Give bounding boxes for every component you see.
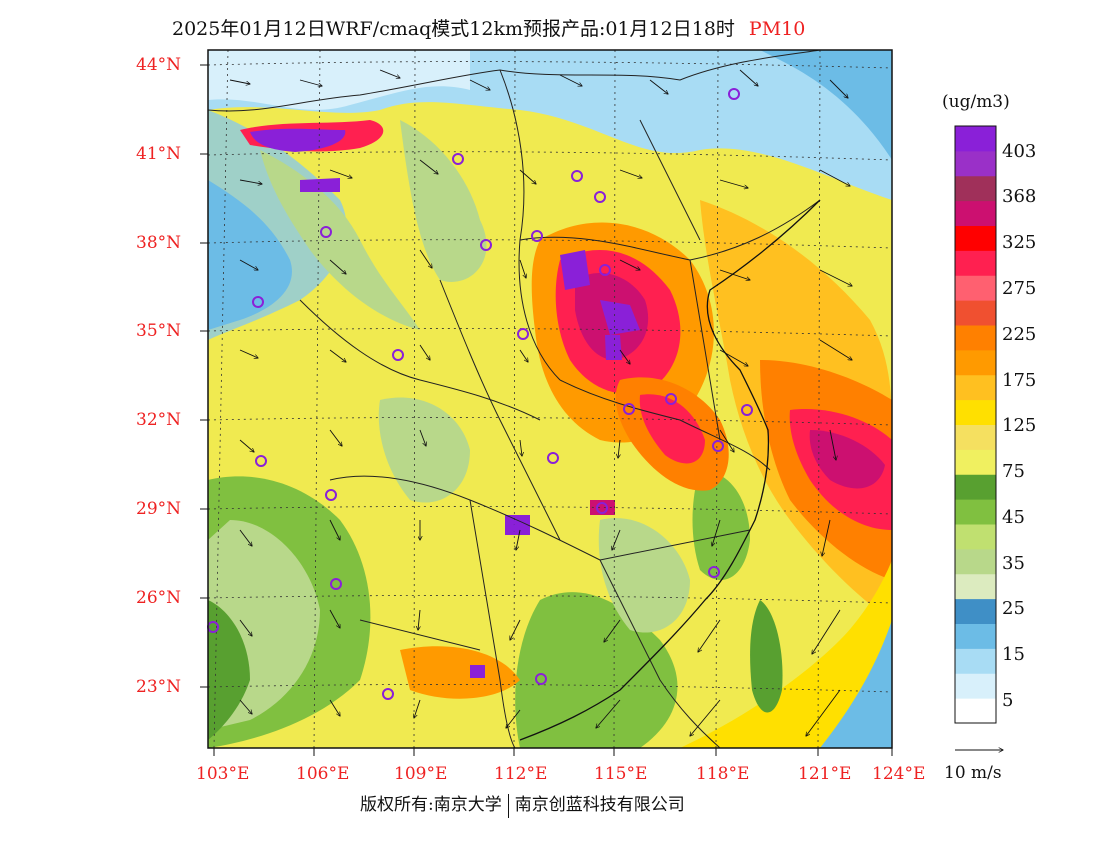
colorbar-label-275: 275 (1002, 278, 1037, 299)
lat-label-26: 26°N (136, 588, 182, 608)
species-label: PM10 (748, 18, 806, 40)
colorbar-label-175: 175 (1002, 370, 1037, 391)
reference-wind-label: 10 m/s (944, 763, 1002, 783)
lon-label-118: 118°E (696, 764, 750, 784)
concentration-field (208, 50, 892, 748)
colorbar-swatch (955, 499, 996, 525)
colorbar-label-325: 325 (1002, 232, 1037, 253)
lon-label-124: 124°E (872, 764, 926, 784)
lon-label-121: 121°E (798, 764, 852, 784)
colorbar-swatch (955, 573, 996, 600)
lat-label-29: 29°N (136, 499, 182, 519)
colorbar-swatch (955, 623, 996, 649)
colorbar-swatch (955, 548, 996, 575)
colorbar-label-25: 25 (1002, 598, 1025, 619)
colorbar-swatch (955, 474, 996, 500)
colorbar-swatch (955, 449, 996, 475)
map-title: 2025年01月12日WRF/cmaq模式12km预报产品:01月12日18时 P… (172, 14, 805, 41)
colorbar-swatch (955, 225, 996, 251)
colorbar-unit: (ug/m3) (942, 92, 1010, 112)
lat-label-23: 23°N (136, 677, 182, 697)
colorbar-label-403: 403 (1002, 141, 1037, 162)
colorbar-swatch (955, 424, 996, 450)
colorbar-swatch (955, 150, 996, 177)
colorbar-label-368: 368 (1002, 186, 1037, 207)
lon-label-109: 109°E (394, 764, 448, 784)
colorbar-swatch (955, 200, 996, 226)
colorbar-label-5: 5 (1002, 690, 1014, 711)
city-markers (207, 88, 753, 700)
colorbar-label-15: 15 (1002, 644, 1025, 665)
lon-label-103: 103°E (196, 764, 250, 784)
colorbar-swatch (955, 648, 996, 674)
lat-label-32: 32°N (136, 410, 182, 430)
colorbar-label-75: 75 (1002, 461, 1025, 482)
colorbar-swatch (955, 374, 996, 401)
graticule (208, 50, 892, 748)
colorbar-swatch (955, 698, 996, 724)
colorbar-swatch (955, 349, 996, 376)
colorbar-swatch (955, 300, 996, 326)
colorbar-swatch (955, 673, 996, 699)
colorbar-label-225: 225 (1002, 324, 1037, 345)
map-frame (207, 49, 893, 749)
wind-vectors (229, 69, 852, 736)
lon-label-112: 112°E (494, 764, 548, 784)
lat-label-41: 41°N (136, 144, 182, 164)
colorbar-swatch (955, 399, 996, 425)
footer: 版权所有:南京大学 南京创蓝科技有限公司 (360, 790, 685, 818)
colorbar-swatch (955, 250, 996, 276)
colorbar-swatch (955, 275, 996, 301)
footer-separator (507, 793, 509, 818)
title-text: 2025年01月12日WRF/cmaq模式12km预报产品:01月12日18时 (172, 18, 735, 40)
lat-label-44: 44°N (136, 55, 182, 75)
colorbar-swatch (955, 175, 996, 202)
lon-label-115: 115°E (594, 764, 648, 784)
colorbar-swatch (955, 126, 996, 152)
colorbar (955, 126, 996, 724)
province-boundaries (208, 50, 821, 748)
company-text: 南京创蓝科技有限公司 (514, 795, 685, 815)
colorbar-label-35: 35 (1002, 553, 1025, 574)
lon-label-106: 106°E (296, 764, 350, 784)
colorbar-frame (954, 125, 997, 724)
colorbar-swatch (955, 524, 996, 550)
copyright-text: 版权所有:南京大学 (360, 795, 502, 815)
colorbar-label-45: 45 (1002, 507, 1025, 528)
colorbar-label-125: 125 (1002, 415, 1037, 436)
axis-ticks (200, 64, 893, 756)
lat-label-35: 35°N (136, 321, 182, 341)
coastline (519, 199, 821, 741)
lat-label-38: 38°N (136, 233, 182, 253)
colorbar-swatch (955, 325, 996, 351)
colorbar-swatch (955, 598, 996, 624)
